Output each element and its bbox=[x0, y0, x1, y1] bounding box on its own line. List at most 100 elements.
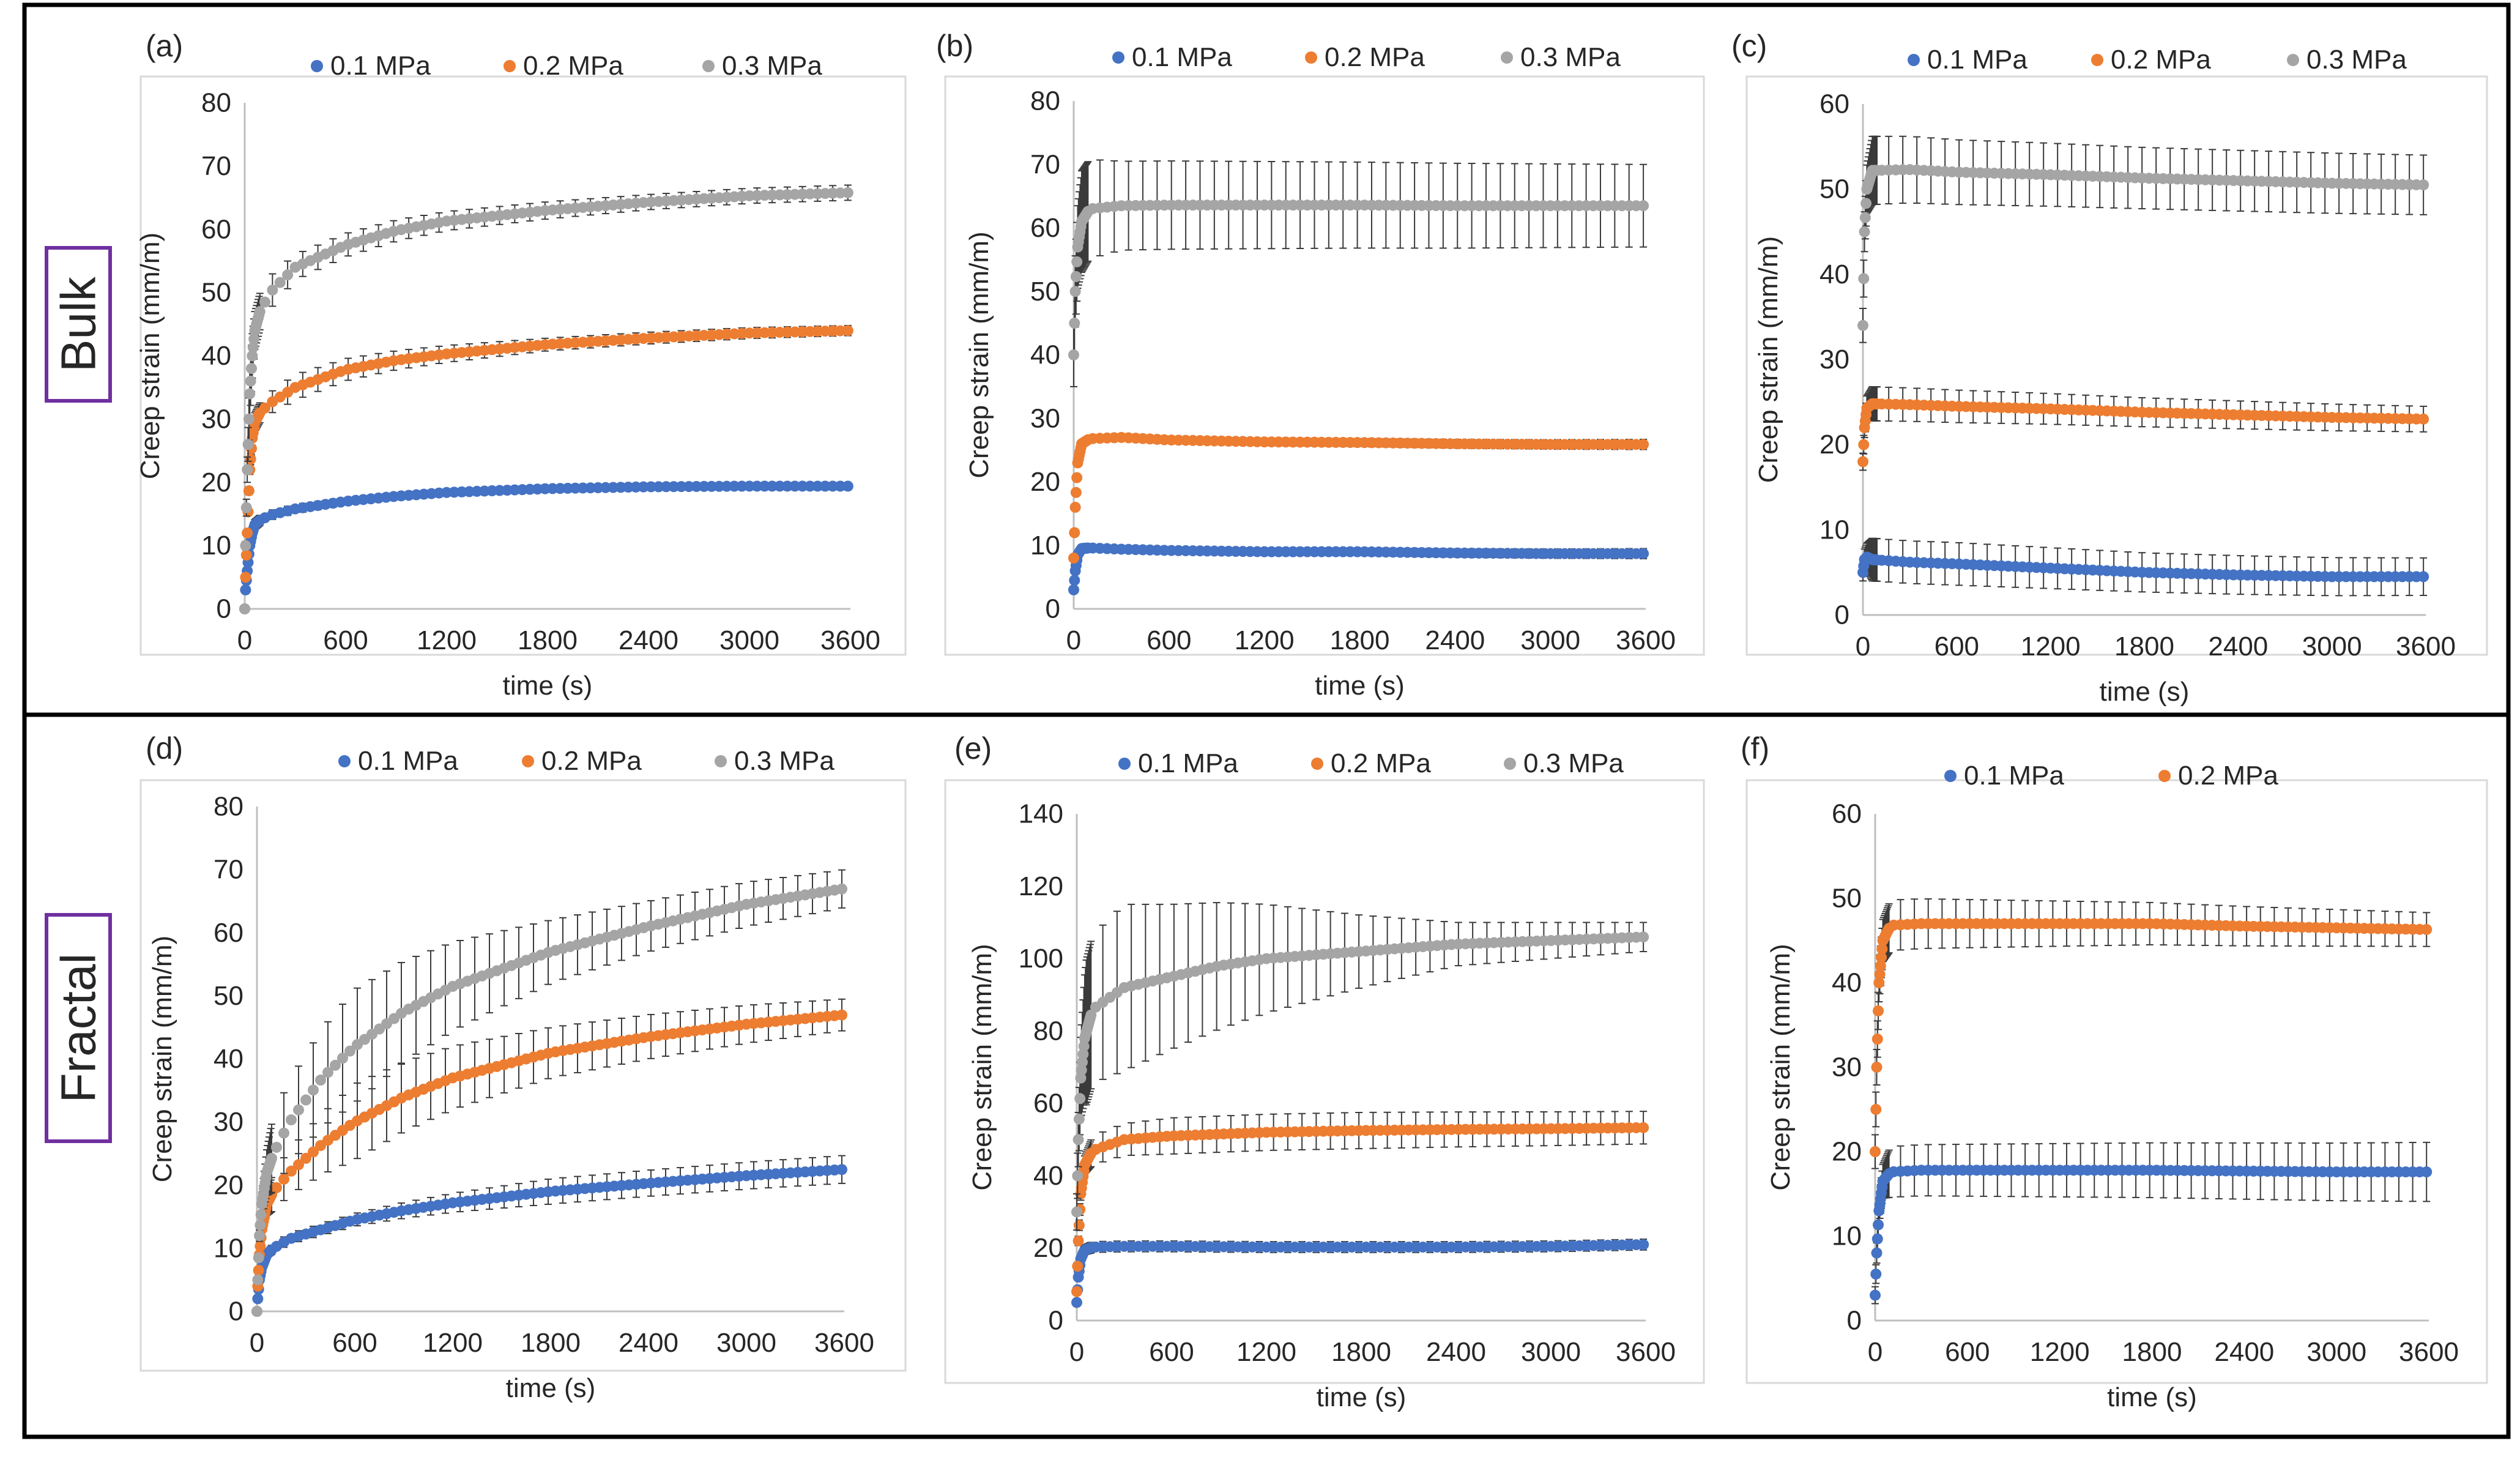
x-tick-label: 3600 bbox=[2399, 1337, 2459, 1367]
row-label-bulk-text: Bulk bbox=[51, 276, 106, 372]
data-point bbox=[254, 1230, 265, 1242]
data-point bbox=[2421, 1166, 2433, 1178]
data-point bbox=[713, 480, 725, 492]
plot-frame bbox=[139, 75, 907, 656]
y-tick-label: 20 bbox=[1819, 430, 1849, 460]
series-0-3-mpa bbox=[1857, 135, 2429, 343]
x-tick-label: 600 bbox=[1935, 632, 1979, 661]
data-point bbox=[242, 439, 254, 450]
legend-entry: 0.1 MPa bbox=[1927, 45, 2028, 75]
y-tick-label: 120 bbox=[1019, 871, 1063, 901]
y-tick-label: 80 bbox=[1030, 86, 1060, 116]
data-point bbox=[271, 1141, 282, 1153]
y-tick-label: 70 bbox=[1030, 149, 1060, 179]
x-tick-label: 600 bbox=[332, 1328, 377, 1358]
data-point bbox=[1871, 1233, 1883, 1245]
chart-panel-e: (e) 0.1 MPa 0.2 MPa 0.3 MPa Creep strain (… bbox=[944, 731, 1705, 1412]
data-point bbox=[1069, 527, 1080, 538]
data-point bbox=[259, 296, 270, 308]
y-tick-label: 10 bbox=[214, 1233, 243, 1263]
y-axis-title: Creep strain (mm/m) bbox=[135, 233, 165, 479]
legend-entry: 0.2 MPa bbox=[523, 51, 623, 81]
x-tick-label: 600 bbox=[1147, 625, 1191, 655]
x-axis-title: time (s) bbox=[2107, 1382, 2197, 1412]
series-0-3-mpa bbox=[251, 869, 847, 1317]
x-tick-label: 600 bbox=[323, 625, 368, 655]
data-point bbox=[645, 481, 657, 493]
data-point bbox=[2418, 179, 2429, 191]
data-point bbox=[253, 1264, 264, 1276]
x-axis-title: time (s) bbox=[1317, 1382, 1407, 1412]
data-point bbox=[842, 187, 853, 198]
data-point bbox=[254, 306, 266, 318]
y-tick-label: 60 bbox=[201, 214, 231, 244]
data-point bbox=[1071, 256, 1083, 267]
data-point bbox=[744, 480, 755, 492]
y-tick-label: 20 bbox=[1033, 1233, 1063, 1263]
data-point bbox=[1073, 1220, 1085, 1231]
y-tick-label: 0 bbox=[229, 1297, 243, 1327]
y-tick-label: 40 bbox=[1832, 968, 1862, 998]
data-point bbox=[308, 1084, 319, 1096]
legend-entry: 0.1 MPa bbox=[1132, 42, 1232, 72]
data-point bbox=[2421, 923, 2433, 935]
legend-marker bbox=[311, 60, 323, 72]
x-tick-label: 0 bbox=[1069, 1337, 1084, 1367]
plot-frame bbox=[944, 779, 1705, 1384]
data-point bbox=[255, 1240, 266, 1252]
data-point bbox=[2418, 571, 2429, 583]
data-point bbox=[322, 1067, 333, 1078]
chart-panel-c: (c) 0.1 MPa 0.2 MPa 0.3 MPa Creep strain (… bbox=[1731, 29, 2488, 707]
chart-panel-d: (d) 0.1 MPa 0.2 MPa 0.3 MPa Creep strain (… bbox=[139, 731, 907, 1403]
x-tick-label: 2400 bbox=[2208, 632, 2268, 661]
x-tick-label: 1800 bbox=[521, 1328, 581, 1358]
data-point bbox=[1069, 502, 1081, 513]
data-point bbox=[1638, 548, 1649, 559]
data-point bbox=[1857, 456, 1868, 468]
data-point bbox=[729, 480, 740, 492]
panel-label: (e) bbox=[954, 731, 992, 766]
x-tick-label: 600 bbox=[1149, 1337, 1194, 1367]
y-tick-label: 20 bbox=[1030, 467, 1060, 497]
x-tick-label: 1800 bbox=[518, 625, 578, 655]
data-point bbox=[1069, 286, 1081, 297]
x-tick-label: 1800 bbox=[1330, 625, 1390, 655]
legend-entry: 0.3 MPa bbox=[722, 51, 822, 81]
x-tick-label: 1200 bbox=[1236, 1337, 1296, 1367]
data-point bbox=[1071, 1206, 1082, 1218]
data-point bbox=[282, 269, 294, 281]
row-label-fractal-box bbox=[45, 913, 112, 1143]
chart-panel-a: (a) 0.1 MPa 0.2 MPa 0.3 MPa Creep strain (… bbox=[135, 29, 907, 701]
series-0-3-mpa bbox=[1071, 902, 1649, 1231]
data-point bbox=[293, 1159, 304, 1171]
data-point bbox=[1068, 349, 1079, 360]
data-point bbox=[1638, 439, 1649, 450]
data-point bbox=[721, 480, 732, 492]
y-axis-title: Creep strain (mm/m) bbox=[147, 936, 177, 1182]
data-point bbox=[239, 603, 250, 614]
data-point bbox=[653, 481, 664, 493]
data-point bbox=[252, 1274, 264, 1286]
data-point bbox=[242, 527, 253, 538]
fractal-row-frame bbox=[22, 712, 2511, 1439]
data-point bbox=[330, 1059, 341, 1071]
data-point bbox=[781, 480, 793, 492]
data-point bbox=[247, 341, 259, 353]
series-0-1-mpa bbox=[1071, 1239, 1649, 1308]
data-point bbox=[1078, 1040, 1090, 1052]
series-0-3-mpa bbox=[1068, 159, 1649, 387]
x-tick-label: 0 bbox=[1856, 632, 1870, 661]
data-point bbox=[1870, 1269, 1882, 1280]
data-point bbox=[1638, 931, 1649, 943]
legend-marker bbox=[1305, 51, 1317, 64]
legend-entry: 0.3 MPa bbox=[1523, 748, 1624, 778]
y-tick-label: 30 bbox=[1832, 1053, 1862, 1083]
y-tick-label: 60 bbox=[214, 918, 243, 948]
legend-marker bbox=[338, 755, 351, 767]
data-point bbox=[278, 1127, 289, 1139]
y-tick-label: 50 bbox=[1832, 884, 1862, 914]
y-axis-title: Creep strain (mm/m) bbox=[1766, 944, 1796, 1190]
data-point bbox=[255, 1209, 267, 1220]
x-tick-label: 3000 bbox=[1521, 1337, 1581, 1367]
row-label-bulk: Bulk bbox=[45, 246, 112, 403]
